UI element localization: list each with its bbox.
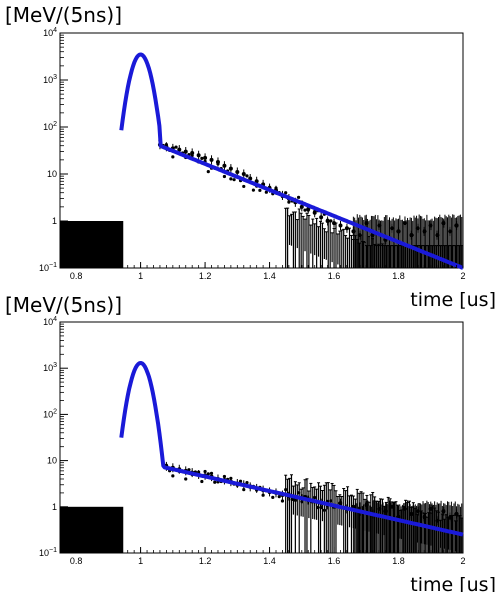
data-point — [229, 177, 233, 181]
data-point — [242, 488, 246, 492]
y-tick-label: 102 — [43, 408, 57, 419]
data-point — [187, 468, 191, 472]
data-point — [296, 195, 301, 199]
fit-curve — [119, 52, 464, 270]
data-point — [251, 188, 256, 192]
data-point — [232, 178, 236, 182]
x-tick-label: 1.8 — [392, 556, 405, 566]
data-point — [303, 208, 307, 212]
data-point — [229, 476, 233, 480]
data-point — [325, 218, 330, 222]
x-tick-label: 1.2 — [199, 556, 212, 566]
data-point — [290, 497, 294, 501]
y-tick-label: 1 — [52, 502, 57, 512]
data-point — [329, 499, 333, 503]
data-point — [184, 477, 188, 481]
error-bar-group — [284, 474, 464, 553]
x-tick-label: 2 — [460, 271, 465, 281]
data-point — [313, 495, 317, 500]
y-tick-label: 104 — [43, 27, 57, 38]
x-tick-label: 0.8 — [70, 556, 83, 566]
y-tick-label: 103 — [43, 362, 57, 373]
data-point — [293, 498, 297, 502]
data-point — [271, 495, 275, 499]
data-point — [300, 500, 304, 504]
data-point — [313, 209, 317, 214]
data-point — [245, 174, 249, 178]
data-point — [203, 469, 207, 474]
data-point — [296, 491, 301, 495]
data-point — [274, 186, 278, 190]
data-point — [306, 208, 310, 212]
y-tick-label: 10−1 — [39, 547, 57, 558]
data-point — [200, 156, 204, 160]
chart-panel-2: [MeV/(5ns)]0.8 1 1.2 1.4 1.6 1.8 2104103102101… — [5, 293, 496, 592]
x-axis-title: time [us] — [410, 574, 496, 592]
x-tick-label: 0.8 — [70, 271, 83, 281]
y-axis-unit-label: [MeV/(5ns)] — [5, 293, 122, 317]
y-tick-label: 10 — [47, 169, 57, 179]
x-tick-label: 1.8 — [392, 271, 405, 281]
x-tick-label: 1.4 — [263, 271, 276, 281]
x-tick-label: 1 — [138, 271, 143, 281]
data-point — [264, 190, 268, 194]
y-tick-label: 104 — [43, 316, 57, 327]
y-tick-label: 102 — [43, 121, 57, 132]
y-tick-label: 10−1 — [39, 262, 57, 273]
data-point — [242, 184, 246, 189]
data-point — [261, 493, 265, 497]
data-point — [284, 191, 288, 195]
x-tick-label: 1 — [138, 556, 143, 566]
x-tick-label: 1.6 — [328, 271, 341, 281]
data-point — [258, 188, 262, 192]
data-point — [316, 505, 320, 510]
data-point — [200, 479, 204, 484]
data-point — [213, 480, 217, 484]
data-point — [322, 508, 326, 512]
baseline-block — [60, 221, 124, 268]
data-point — [164, 143, 168, 147]
x-axis-title: time [us] — [410, 289, 496, 311]
y-axis-unit-label: [MeV/(5ns)] — [5, 3, 122, 27]
data-point — [238, 479, 243, 483]
data-point — [206, 472, 210, 476]
data-point — [319, 506, 323, 510]
x-tick-label: 1.6 — [328, 556, 341, 566]
data-point — [209, 471, 214, 475]
x-tick-label: 2 — [460, 556, 465, 566]
data-point — [287, 200, 291, 204]
data-point — [284, 487, 288, 492]
data-point — [171, 474, 175, 478]
data-point — [174, 145, 178, 149]
data-point — [329, 219, 333, 223]
x-tick-label: 1.4 — [263, 556, 276, 566]
data-point — [245, 481, 249, 485]
data-point — [222, 174, 227, 179]
fit-curve — [119, 361, 464, 537]
data-point — [280, 499, 285, 503]
baseline-block — [60, 506, 124, 553]
y-tick-label: 10 — [47, 456, 57, 466]
y-tick-label: 103 — [43, 74, 57, 85]
data-point — [171, 155, 175, 159]
x-tick-label: 1.2 — [199, 271, 212, 281]
data-point — [277, 495, 281, 499]
chart-panel-1: [MeV/(5ns)]0.8 1 1.2 1.4 1.6 1.8 2104103102101… — [5, 3, 496, 311]
y-tick-label: 1 — [52, 216, 57, 226]
data-point — [222, 474, 227, 479]
data-point — [216, 162, 220, 166]
data-point — [206, 170, 210, 174]
